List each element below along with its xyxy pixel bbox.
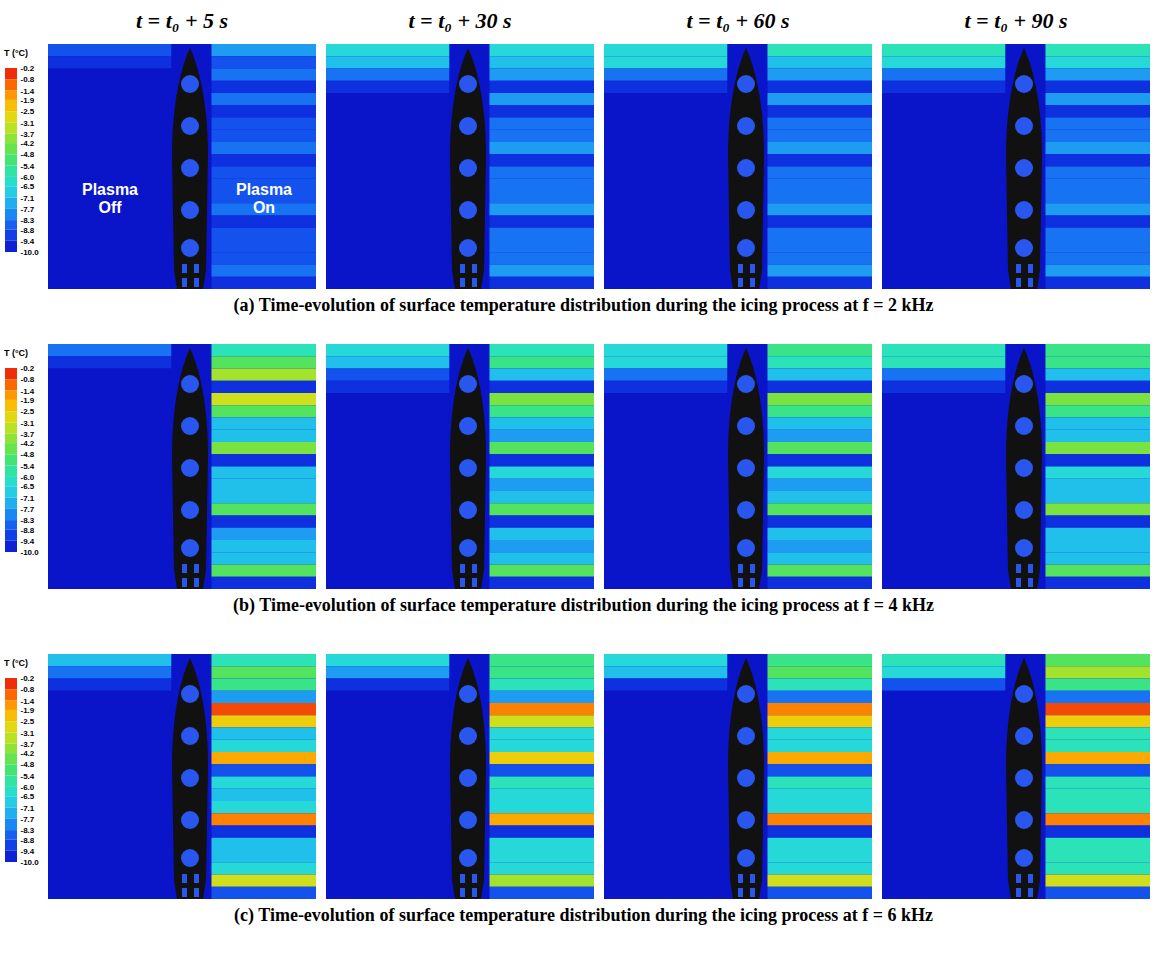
svg-text:-1.4: -1.4: [21, 697, 35, 706]
svg-text:-3.1: -3.1: [21, 119, 35, 128]
svg-text:-7.1: -7.1: [21, 194, 35, 203]
html-text:(c) Time-evolution of surface: (c) Time-evolution of surface temperatur…: [234, 905, 933, 925]
svg-text:-6.0: -6.0: [21, 783, 35, 792]
svg-text:-6.5: -6.5: [21, 792, 35, 801]
html-text:(a) Time-evolution of surface: (a) Time-evolution of surface temperatur…: [233, 295, 934, 315]
svg-text:-7.7: -7.7: [21, 815, 35, 824]
html-text:t = t₀ + 5 s: t = t₀ + 5 s: [136, 8, 228, 33]
svg-text:-7.7: -7.7: [21, 505, 35, 514]
svg-text:-0.2: -0.2: [21, 364, 35, 373]
svg-text:-4.2: -4.2: [21, 749, 35, 758]
svg-text:-6.0: -6.0: [21, 173, 35, 182]
svg-text:-5.4: -5.4: [21, 162, 35, 171]
svg-text:-7.1: -7.1: [21, 494, 35, 503]
svg-text:-5.4: -5.4: [21, 772, 35, 781]
svg-text:-8.3: -8.3: [21, 826, 35, 835]
html-text:T (°C): T (°C): [4, 348, 29, 358]
svg-text:-2.5: -2.5: [21, 407, 35, 416]
svg-text:-6.5: -6.5: [21, 482, 35, 491]
svg-text:-10.0: -10.0: [21, 248, 40, 257]
svg-text:-2.5: -2.5: [21, 717, 35, 726]
svg-text:-10.0: -10.0: [21, 548, 40, 557]
svg-text:-1.4: -1.4: [21, 87, 35, 96]
html-text:Plasma Off: Plasma Off: [82, 181, 138, 217]
svg-text:-1.9: -1.9: [21, 396, 35, 405]
svg-text:-0.8: -0.8: [21, 75, 35, 84]
svg-text:-3.1: -3.1: [21, 729, 35, 738]
svg-text:-0.2: -0.2: [21, 64, 35, 73]
svg-text:-0.8: -0.8: [21, 685, 35, 694]
svg-text:-0.8: -0.8: [21, 375, 35, 384]
svg-text:-4.8: -4.8: [21, 150, 35, 159]
svg-text:-9.4: -9.4: [21, 537, 35, 546]
svg-text:-3.7: -3.7: [21, 430, 35, 439]
svg-text:-6.0: -6.0: [21, 473, 35, 482]
svg-text:-8.8: -8.8: [21, 526, 35, 535]
svg-text:-4.8: -4.8: [21, 450, 35, 459]
svg-text:-4.8: -4.8: [21, 760, 35, 769]
html-text:t = t₀ + 90 s: t = t₀ + 90 s: [964, 8, 1068, 33]
svg-text:-4.2: -4.2: [21, 139, 35, 148]
svg-text:-8.3: -8.3: [21, 216, 35, 225]
html-text:t = t₀ + 60 s: t = t₀ + 60 s: [686, 8, 790, 33]
svg-text:-3.1: -3.1: [21, 419, 35, 428]
svg-text:-8.8: -8.8: [21, 226, 35, 235]
svg-text:-3.7: -3.7: [21, 130, 35, 139]
svg-text:-9.4: -9.4: [21, 847, 35, 856]
svg-text:-8.3: -8.3: [21, 516, 35, 525]
svg-text:-5.4: -5.4: [21, 462, 35, 471]
svg-text:-1.4: -1.4: [21, 387, 35, 396]
html-text:(b) Time-evolution of surface: (b) Time-evolution of surface temperatur…: [233, 595, 934, 615]
html-text:Plasma On: Plasma On: [236, 181, 292, 217]
svg-text:-8.8: -8.8: [21, 836, 35, 845]
html-text:t = t₀ + 30 s: t = t₀ + 30 s: [408, 8, 512, 33]
svg-text:-1.9: -1.9: [21, 706, 35, 715]
svg-text:-1.9: -1.9: [21, 96, 35, 105]
svg-text:-10.0: -10.0: [21, 858, 40, 867]
html-text:T (°C): T (°C): [4, 658, 29, 668]
svg-text:-3.7: -3.7: [21, 740, 35, 749]
svg-text:-7.7: -7.7: [21, 205, 35, 214]
svg-text:-9.4: -9.4: [21, 237, 35, 246]
html-text:T (°C): T (°C): [4, 48, 29, 58]
svg-text:-4.2: -4.2: [21, 439, 35, 448]
svg-text:-2.5: -2.5: [21, 107, 35, 116]
svg-text:-7.1: -7.1: [21, 804, 35, 813]
svg-text:-0.2: -0.2: [21, 674, 35, 683]
svg-text:-6.5: -6.5: [21, 182, 35, 191]
